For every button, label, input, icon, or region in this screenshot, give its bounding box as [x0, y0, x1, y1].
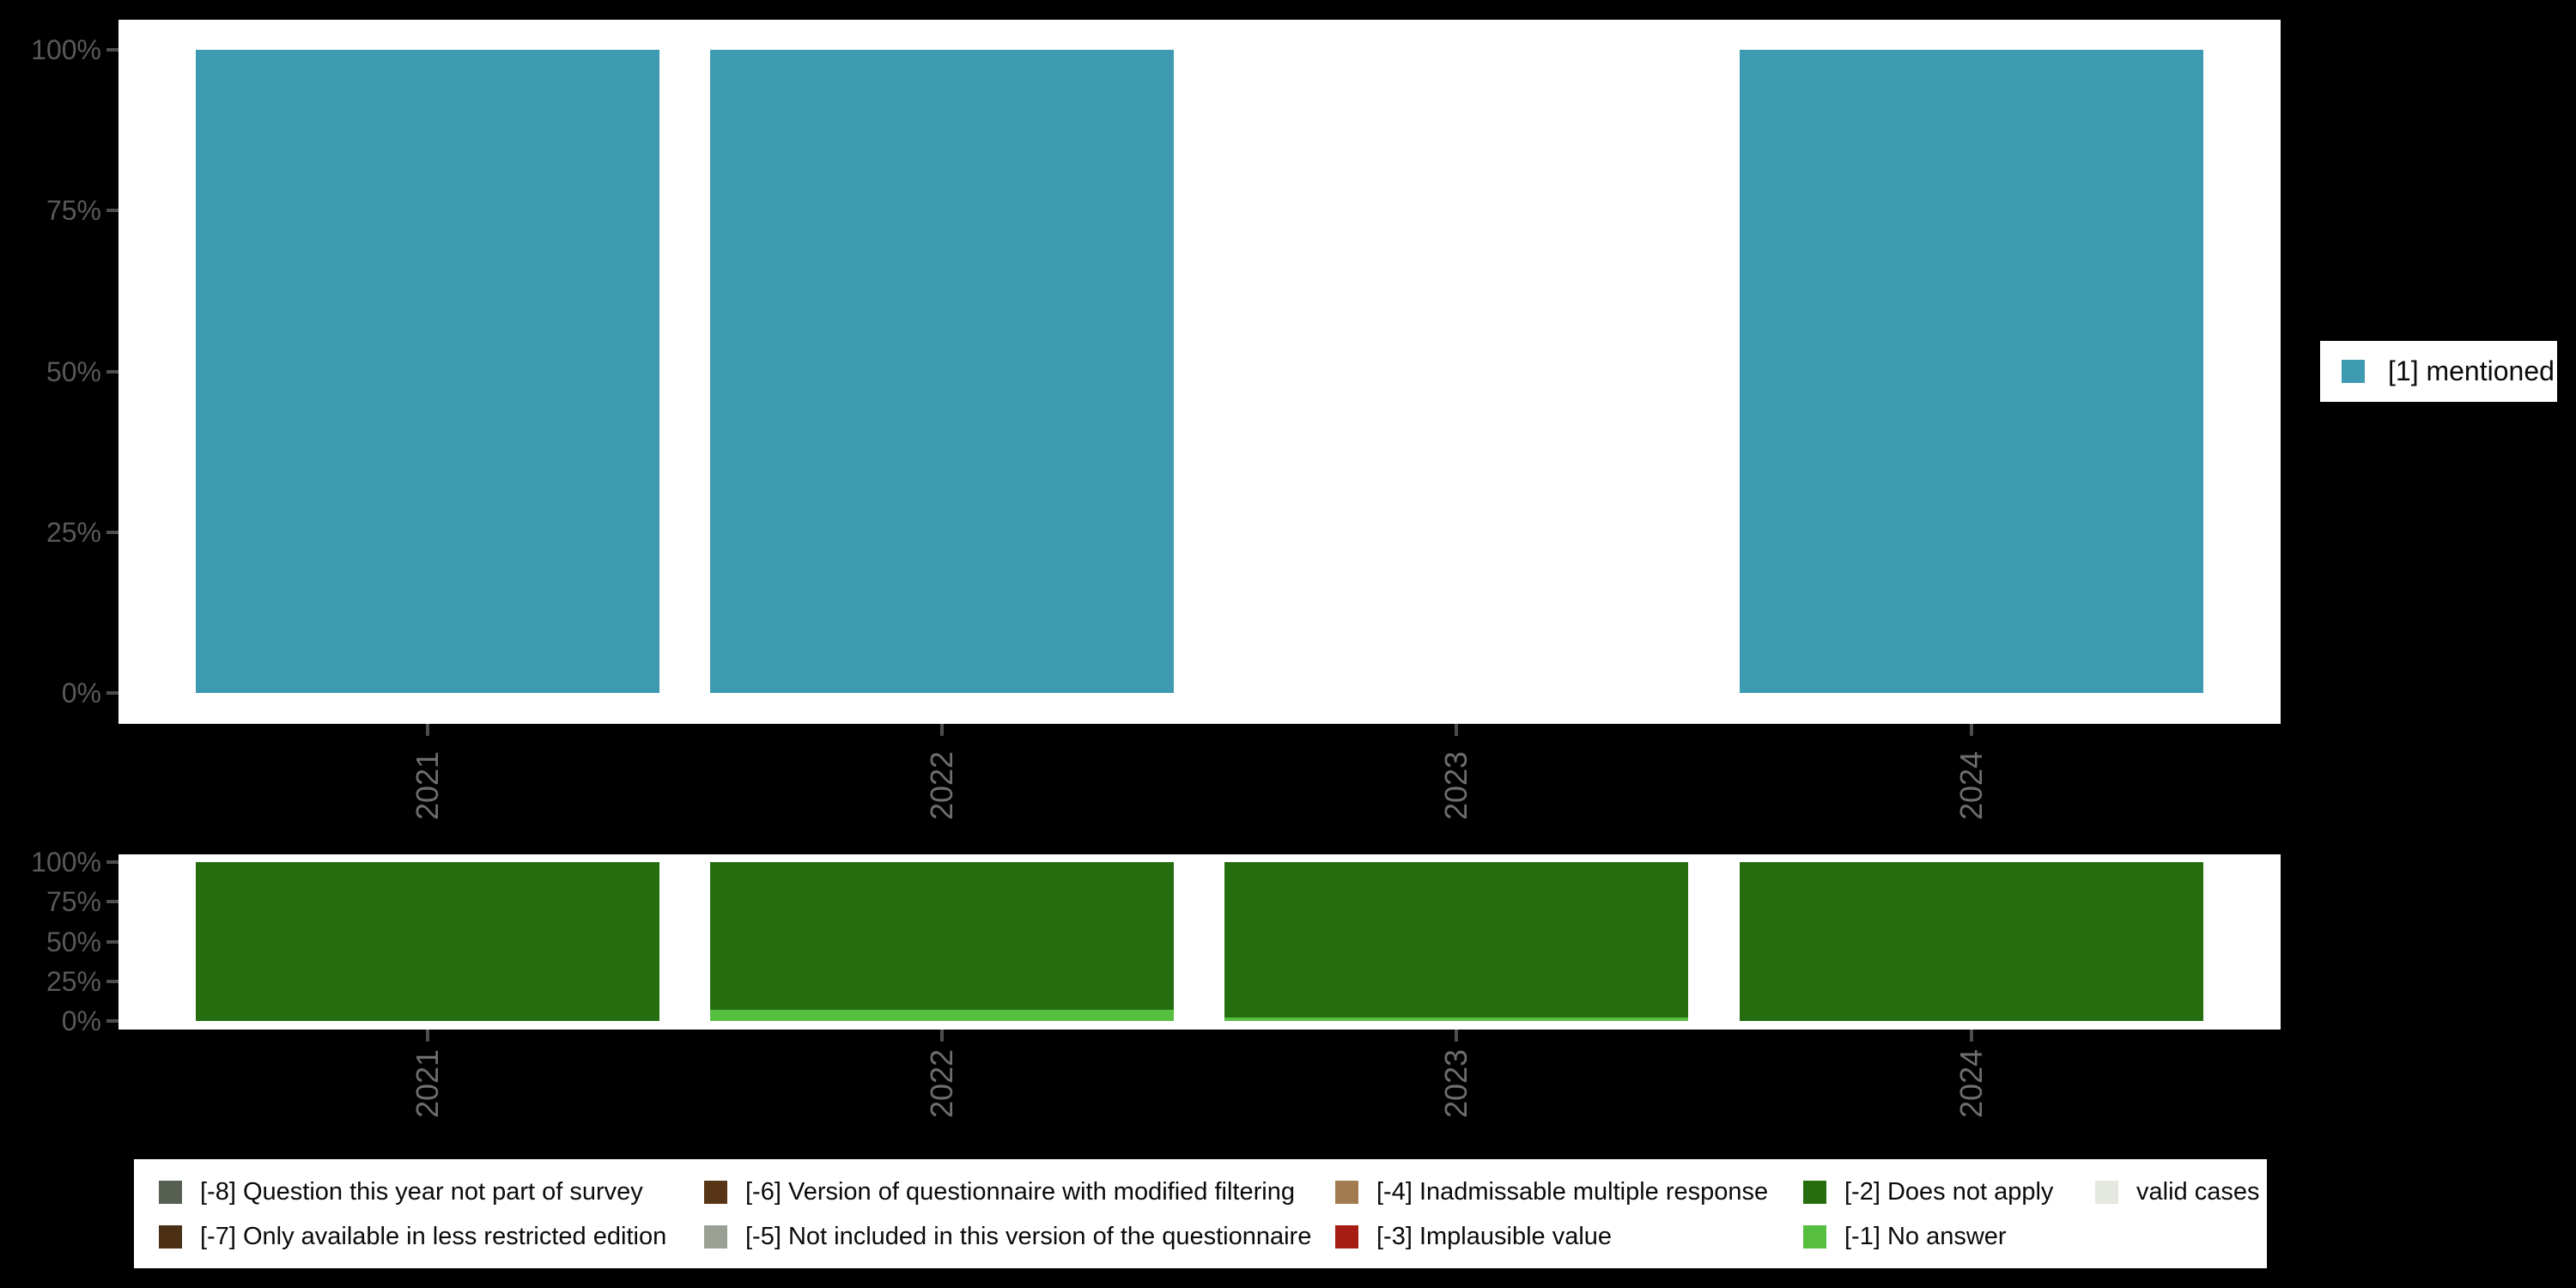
x-tick-label: 2024 [1953, 1048, 1989, 1119]
y-tick-mark [106, 1019, 118, 1023]
legend-item: valid cases [2095, 1178, 2267, 1206]
y-tick-mark [106, 691, 118, 695]
y-tick-label: 100% [31, 847, 101, 878]
top-legend: [1] mentioned [2320, 341, 2557, 402]
x-tick-mark [426, 1030, 429, 1042]
legend-item: [-3] Implausible value [1335, 1223, 1803, 1251]
valid-cases-plot-area [118, 20, 2281, 724]
legend-swatch [704, 1180, 727, 1204]
bar-segment [710, 862, 1174, 1011]
missing-values-legend: [-8] Question this year not part of surv… [134, 1159, 2267, 1268]
legend-swatch [159, 1180, 182, 1204]
legend-item: [-7] Only available in less restricted e… [159, 1223, 704, 1251]
x-tick-label: 2022 [924, 1048, 959, 1119]
x-tick-mark [1455, 1030, 1458, 1042]
legend-swatch [1803, 1180, 1826, 1204]
x-tick-label: 2024 [1953, 750, 1989, 821]
x-tick-mark [1455, 724, 1458, 736]
bar-segment [710, 1010, 1174, 1021]
legend-item: [-8] Question this year not part of surv… [159, 1178, 704, 1206]
legend-item: [-1] No answer [1803, 1223, 2095, 1251]
legend-item-label: [-8] Question this year not part of surv… [200, 1177, 643, 1206]
legend-label-mentioned: [1] mentioned [2388, 355, 2555, 386]
x-tick-label: 2022 [924, 750, 959, 821]
legend-swatch [1803, 1224, 1826, 1249]
bar-segment [1224, 862, 1688, 1018]
legend-swatch [1335, 1224, 1358, 1249]
x-tick-label: 2023 [1438, 750, 1473, 821]
legend-item-label: [-6] Version of questionnaire with modif… [745, 1177, 1295, 1206]
y-tick-mark [106, 209, 118, 213]
x-tick-mark [1970, 1030, 1973, 1042]
y-tick-label: 50% [46, 355, 101, 387]
legend-item-label: [-5] Not included in this version of the… [745, 1222, 1312, 1250]
y-tick-label: 100% [31, 34, 101, 65]
x-tick-label: 2021 [410, 750, 445, 821]
x-tick-label: 2021 [410, 1048, 445, 1119]
y-tick-label: 50% [46, 926, 101, 957]
legend-item: [-5] Not included in this version of the… [704, 1223, 1335, 1251]
legend-item: [-4] Inadmissable multiple response [1335, 1178, 1803, 1206]
y-tick-mark [106, 860, 118, 864]
legend-item-label: [-3] Implausible value [1376, 1222, 1613, 1250]
legend-item: [-6] Version of questionnaire with modif… [704, 1178, 1335, 1206]
x-tick-mark [940, 1030, 944, 1042]
bar-segment [710, 50, 1174, 693]
x-tick-mark [1970, 724, 1973, 736]
x-tick-mark [426, 724, 429, 736]
y-tick-mark [106, 48, 118, 52]
legend-item-label: [-1] No answer [1844, 1222, 2007, 1250]
y-tick-label: 25% [46, 516, 101, 548]
y-tick-label: 25% [46, 965, 101, 997]
legend-swatch-mentioned [2342, 360, 2365, 383]
legend-item-label: [-7] Only available in less restricted e… [200, 1222, 667, 1250]
x-tick-mark [940, 724, 944, 736]
legend-item-label: [-4] Inadmissable multiple response [1376, 1177, 1769, 1206]
legend-swatch [2095, 1180, 2118, 1204]
legend-swatch [704, 1224, 727, 1249]
missing-values-plot-area [118, 854, 2281, 1030]
legend-item-label: [-2] Does not apply [1844, 1177, 2054, 1206]
y-tick-mark [106, 530, 118, 534]
y-tick-mark [106, 369, 118, 374]
legend-item: [-2] Does not apply [1803, 1178, 2095, 1206]
y-tick-label: 75% [46, 886, 101, 918]
y-tick-label: 0% [61, 1005, 101, 1036]
legend-item-label: valid cases [2136, 1177, 2260, 1206]
legend-swatch [1335, 1180, 1358, 1204]
x-tick-label: 2023 [1438, 1048, 1473, 1119]
y-tick-mark [106, 979, 118, 983]
bar-segment [1740, 50, 2203, 693]
legend-swatch [159, 1224, 182, 1249]
bar-segment [1740, 862, 2203, 1021]
bar-segment [196, 862, 659, 1021]
y-tick-label: 0% [61, 677, 101, 708]
y-tick-label: 75% [46, 195, 101, 227]
bar-segment [196, 50, 659, 693]
bar-segment [1224, 1018, 1688, 1021]
y-tick-mark [106, 939, 118, 944]
y-tick-mark [106, 900, 118, 904]
